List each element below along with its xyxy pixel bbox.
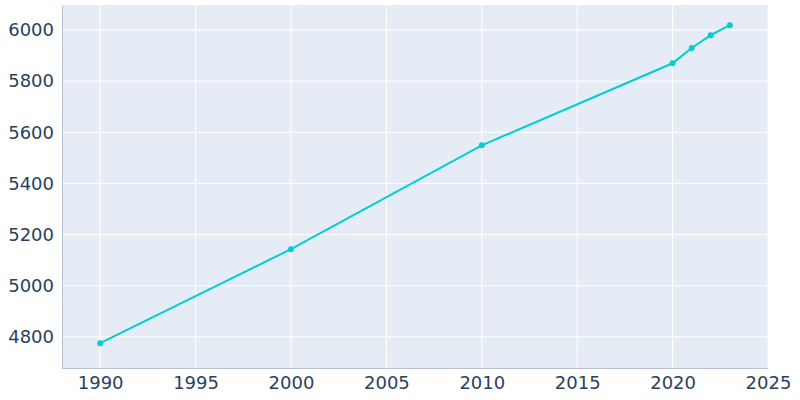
- marker: [288, 246, 294, 252]
- x-tick: 2005: [364, 368, 410, 393]
- y-axis-line: [62, 6, 63, 369]
- x-tick-label: 2005: [364, 372, 410, 393]
- x-tick: 2015: [555, 368, 601, 393]
- y-tick-label: 6000: [8, 19, 54, 40]
- x-grid-line: [386, 5, 387, 368]
- x-axis-line: [63, 368, 769, 369]
- marker: [670, 60, 676, 66]
- x-tick-label: 1995: [173, 372, 219, 393]
- y-grid-line: [62, 132, 768, 133]
- line: [100, 25, 730, 343]
- x-grid-line: [195, 5, 196, 368]
- y-grid-line: [62, 285, 768, 286]
- x-grid-line: [577, 5, 578, 368]
- series: [97, 22, 733, 346]
- y-tick: 5000: [8, 275, 62, 296]
- x-grid-line: [100, 5, 101, 368]
- x-tick: 1990: [78, 368, 124, 393]
- marker: [479, 142, 485, 148]
- y-tick-label: 5600: [8, 122, 54, 143]
- x-tick-label: 2015: [555, 372, 601, 393]
- y-grid-line: [62, 234, 768, 235]
- x-tick-label: 2000: [269, 372, 315, 393]
- x-tick: 2010: [459, 368, 505, 393]
- y-grid-line: [62, 336, 768, 337]
- y-tick: 6000: [8, 19, 62, 40]
- y-tick-label: 4800: [8, 326, 54, 347]
- grid: [62, 5, 768, 368]
- y-tick: 4800: [8, 326, 62, 347]
- y-tick-label: 5800: [8, 70, 54, 91]
- x-tick: 1995: [173, 368, 219, 393]
- x-tick-label: 2025: [746, 372, 792, 393]
- x-grid-line: [290, 5, 291, 368]
- y-grid-line: [62, 30, 768, 31]
- y-grid-line: [62, 183, 768, 184]
- marker: [689, 45, 695, 51]
- plot: 1990 1995 2000 2005 2010 2015 2020 2025 4800 5000…: [8, 5, 791, 393]
- y-tick: 5200: [8, 224, 62, 245]
- x-tick: 2000: [269, 368, 315, 393]
- x-axis: 1990 1995 2000 2005 2010 2015 2020 2025: [63, 368, 792, 393]
- chart: 1990 1995 2000 2005 2010 2015 2020 2025 4800 5000…: [0, 0, 800, 400]
- x-tick: 2020: [650, 368, 696, 393]
- x-tick: 2025: [746, 368, 792, 393]
- y-tick-label: 5000: [8, 275, 54, 296]
- x-grid-line: [481, 5, 482, 368]
- y-tick-label: 5200: [8, 224, 54, 245]
- x-tick-label: 1990: [78, 372, 124, 393]
- y-axis: 4800 5000 5200 5400 5600 5800 6000: [8, 6, 62, 369]
- x-grid-line: [672, 5, 673, 368]
- y-grid-line: [62, 81, 768, 82]
- x-grid-line: [768, 5, 769, 368]
- marker: [708, 32, 714, 38]
- marker: [97, 340, 103, 346]
- y-tick: 5400: [8, 173, 62, 194]
- x-tick-label: 2010: [459, 372, 505, 393]
- y-tick: 5800: [8, 70, 62, 91]
- y-tick-label: 5400: [8, 173, 54, 194]
- x-tick-label: 2020: [650, 372, 696, 393]
- plot-background: [62, 5, 768, 368]
- marker: [727, 22, 733, 28]
- y-tick: 5600: [8, 122, 62, 143]
